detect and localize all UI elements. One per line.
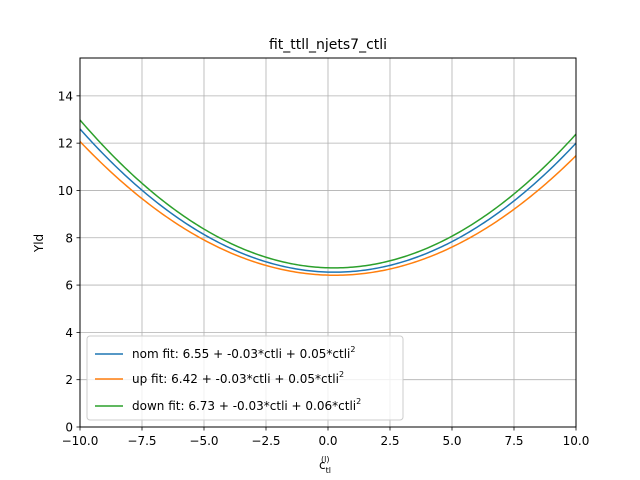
legend-entry-down: down fit: 6.73 + -0.03*ctli + 0.06*ctli2: [132, 397, 361, 413]
y-tick-label: 0: [65, 421, 73, 435]
x-tick-label: 0.0: [318, 434, 337, 448]
y-tick-label: 6: [65, 279, 73, 293]
axis-ticks: −10.0 −7.5 −5.0 −2.5 0.0 2.5 5.0 7.5 10.0 0 2 4 6 8 10…: [58, 89, 590, 448]
legend-entry-nom-sup: 2: [350, 345, 355, 354]
x-tick-label: 10.0: [563, 434, 590, 448]
chart-title: fit_ttll_njets7_ctli: [269, 37, 387, 53]
legend: nom fit: 6.55 + -0.03*ctli + 0.05*ctli2 …: [86, 335, 404, 421]
x-axis-title: ctl (l): [319, 455, 331, 475]
x-axis-title-sub: tl: [326, 466, 331, 475]
legend-entry-down-label: down fit: 6.73 + -0.03*ctli + 0.06*ctli: [132, 399, 356, 413]
legend-entry-nom-label: nom fit: 6.55 + -0.03*ctli + 0.05*ctli: [132, 347, 350, 361]
legend-box: [86, 335, 404, 421]
legend-entry-up-sup: 2: [339, 370, 344, 379]
y-tick-label: 12: [58, 137, 73, 151]
series-lines: [79, 119, 577, 276]
x-tick-label: −10.0: [62, 434, 99, 448]
y-tick-label: 10: [58, 184, 73, 198]
legend-entry-up: up fit: 6.42 + -0.03*ctli + 0.05*ctli2: [132, 370, 344, 386]
y-tick-label: 14: [58, 89, 73, 103]
y-tick-label: 4: [65, 326, 73, 340]
series-line-down: [79, 119, 577, 269]
series-line-nom: [79, 128, 577, 273]
x-tick-label: −2.5: [251, 434, 280, 448]
series-line-up: [79, 140, 577, 276]
legend-entry-down-sup: 2: [356, 397, 361, 406]
legend-entry-nom: nom fit: 6.55 + -0.03*ctli + 0.05*ctli2: [132, 345, 355, 361]
x-tick-label: −5.0: [189, 434, 218, 448]
x-axis-title-base: c: [319, 458, 326, 472]
x-tick-label: 7.5: [504, 434, 523, 448]
x-tick-label: 2.5: [380, 434, 399, 448]
x-tick-label: 5.0: [442, 434, 461, 448]
x-tick-label: −7.5: [127, 434, 156, 448]
x-axis-title-sup: (l): [321, 455, 329, 464]
legend-entry-up-label: up fit: 6.42 + -0.03*ctli + 0.05*ctli: [132, 372, 339, 386]
y-tick-label: 8: [65, 231, 73, 245]
y-axis-title: Yld: [32, 234, 46, 253]
y-tick-label: 2: [65, 373, 73, 387]
